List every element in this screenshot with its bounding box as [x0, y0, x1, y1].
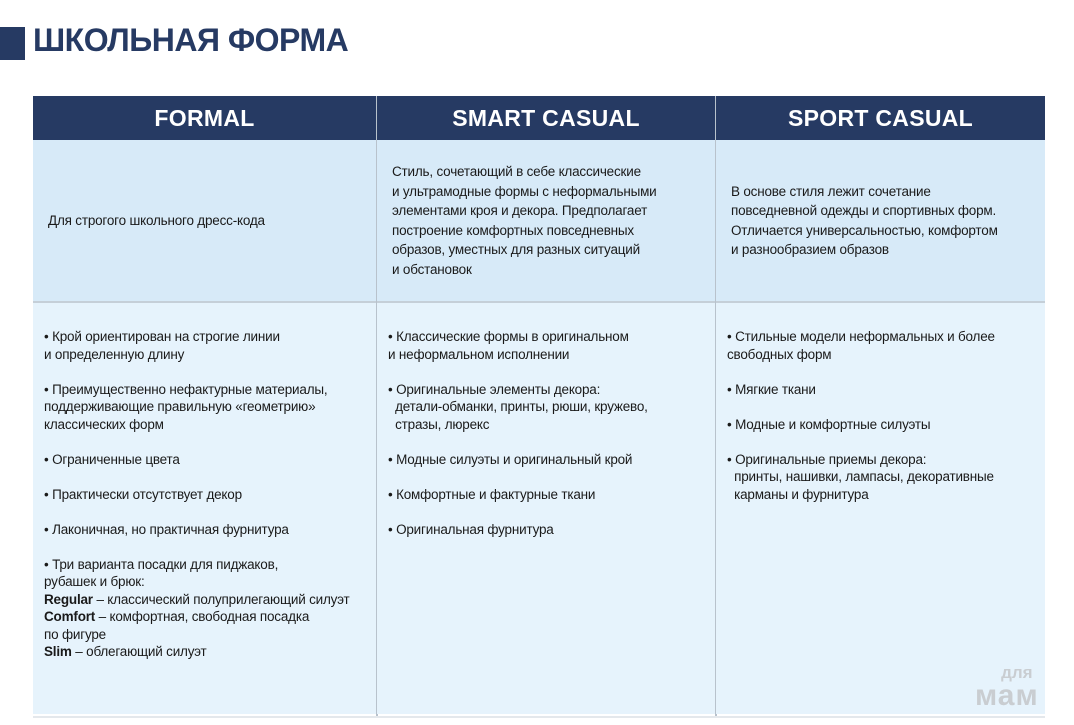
fit-option-line: Regular – классический полуприлегающий с… [44, 591, 376, 609]
fit-option-description: по фигуре [44, 626, 106, 642]
column-description: Стиль, сочетающий в себе классические и у… [377, 140, 715, 303]
fit-option-line: Comfort – комфортная, свободная посадка [44, 608, 376, 626]
features-list: • Классические формы в оригинальном и неф… [377, 303, 715, 714]
feature-line: принты, нашивки, лампасы, декоративные [727, 469, 994, 484]
description-line: повседневной одежды и спортивных форм. [731, 203, 997, 218]
description-line: и разнообразием образов [731, 242, 889, 257]
feature-line: свободных форм [727, 346, 832, 362]
column-sport-casual: SPORT CASUAL В основе стиля лежит сочетан… [716, 96, 1045, 716]
description-line: Для строгого школьного дресс-кода [48, 212, 265, 228]
description-line: образов, уместных для разных ситуаций [392, 242, 640, 257]
feature-item: • Модные силуэты и оригинальный крой [388, 451, 715, 469]
description-line: и обстановок [392, 261, 472, 277]
description-line: элементами кроя и декора. Предполагает [392, 203, 648, 218]
description-text: Стиль, сочетающий в себе классические и у… [392, 162, 657, 279]
feature-line: поддерживающие правильную «геометрию» [44, 399, 316, 414]
column-description: Для строгого школьного дресс-кода [33, 140, 376, 303]
column-smart-casual: SMART CASUAL Стиль, сочетающий в себе кла… [377, 96, 715, 716]
feature-item: • Три варианта посадки для пиджаков, руба… [44, 556, 376, 661]
feature-line: стразы, люрекс [388, 416, 490, 432]
feature-line: • Мягкие ткани [727, 381, 816, 397]
feature-line: классических форм [44, 416, 164, 432]
fit-option-description: – облегающий силуэт [75, 644, 207, 659]
column-header: FORMAL [33, 96, 376, 140]
features-list: • Стильные модели неформальных и более св… [716, 303, 1045, 714]
feature-line: • Комфортные и фактурные ткани [388, 486, 596, 502]
title-accent-block [0, 27, 25, 60]
feature-line: • Лаконичная, но практичная фурнитура [44, 521, 289, 537]
description-line: Отличается универсальностью, комфортом [731, 222, 998, 238]
feature-line: • Оригинальные элементы декора: [388, 381, 601, 397]
feature-line: • Стильные модели неформальных и более [727, 329, 995, 344]
fit-option-line: по фигуре [44, 626, 376, 644]
feature-item: • Мягкие ткани [727, 381, 1045, 399]
feature-item: • Преимущественно нефактурные материалы,… [44, 381, 376, 434]
features-list: • Крой ориентирован на строгие линии и оп… [33, 303, 376, 714]
column-description: В основе стиля лежит сочетание повседневн… [716, 140, 1045, 303]
watermark-logo: для мам [975, 664, 1039, 711]
uniform-styles-table: FORMAL Для строгого школьного дресс-кода •… [33, 96, 1045, 718]
feature-item: • Практически отсутствует декор [44, 486, 376, 504]
feature-line: карманы и фурнитура [727, 486, 869, 502]
feature-line: детали-обманки, принты, рюши, кружево, [388, 399, 648, 414]
description-line: построение комфортных повседневных [392, 222, 634, 238]
feature-item: • Модные и комфортные силуэты [727, 416, 1045, 434]
column-header: SMART CASUAL [377, 96, 715, 140]
feature-item: • Комфортные и фактурные ткани [388, 486, 715, 504]
feature-item: • Стильные модели неформальных и более св… [727, 328, 1045, 363]
feature-line: и неформальном исполнении [388, 346, 570, 362]
watermark-bottom: мам [975, 679, 1039, 712]
feature-item: • Крой ориентирован на строгие линии и оп… [44, 328, 376, 363]
description-text: В основе стиля лежит сочетание повседневн… [731, 182, 998, 260]
fit-option-name: Comfort [44, 609, 96, 624]
feature-line: • Крой ориентирован на строгие линии [44, 329, 280, 344]
feature-item: • Ограниченные цвета [44, 451, 376, 469]
description-line: В основе стиля лежит сочетание [731, 183, 931, 199]
description-line: Стиль, сочетающий в себе классические [392, 164, 641, 179]
feature-line: рубашек и брюк: [44, 574, 145, 589]
fit-option-description: – классический полуприлегающий силуэт [96, 591, 350, 607]
fit-option-name: Slim [44, 644, 72, 659]
watermark-top: для [1001, 663, 1033, 682]
feature-line: • Преимущественно нефактурные материалы, [44, 381, 328, 397]
page-title: ШКОЛЬНАЯ ФОРМА [33, 22, 349, 58]
feature-line: • Модные и комфортные силуэты [727, 416, 931, 432]
fit-option-description: – комфортная, свободная посадка [98, 609, 310, 624]
column-header: SPORT CASUAL [716, 96, 1045, 140]
feature-line: • Оригинальная фурнитура [388, 521, 554, 537]
feature-line: • Ограниченные цвета [44, 451, 180, 467]
feature-item: • Оригинальная фурнитура [388, 521, 715, 539]
feature-line: • Оригинальные приемы декора: [727, 451, 927, 467]
fit-option-name: Regular [44, 591, 93, 607]
feature-line: • Классические формы в оригинальном [388, 329, 629, 344]
feature-line: • Модные силуэты и оригинальный крой [388, 451, 633, 467]
feature-item: • Оригинальные приемы декора: принты, на… [727, 451, 1045, 504]
feature-line: • Практически отсутствует декор [44, 486, 242, 502]
feature-item: • Оригинальные элементы декора: детали-о… [388, 381, 715, 434]
feature-item: • Лаконичная, но практичная фурнитура [44, 521, 376, 539]
feature-item: • Классические формы в оригинальном и неф… [388, 328, 715, 363]
description-text: Для строгого школьного дресс-кода [48, 211, 265, 231]
fit-option-line: Slim – облегающий силуэт [44, 643, 376, 661]
feature-line: и определенную длину [44, 346, 185, 362]
feature-line: • Три варианта посадки для пиджаков, [44, 556, 279, 572]
column-formal: FORMAL Для строгого школьного дресс-кода •… [33, 96, 376, 716]
description-line: и ультрамодные формы с неформальными [392, 183, 657, 199]
